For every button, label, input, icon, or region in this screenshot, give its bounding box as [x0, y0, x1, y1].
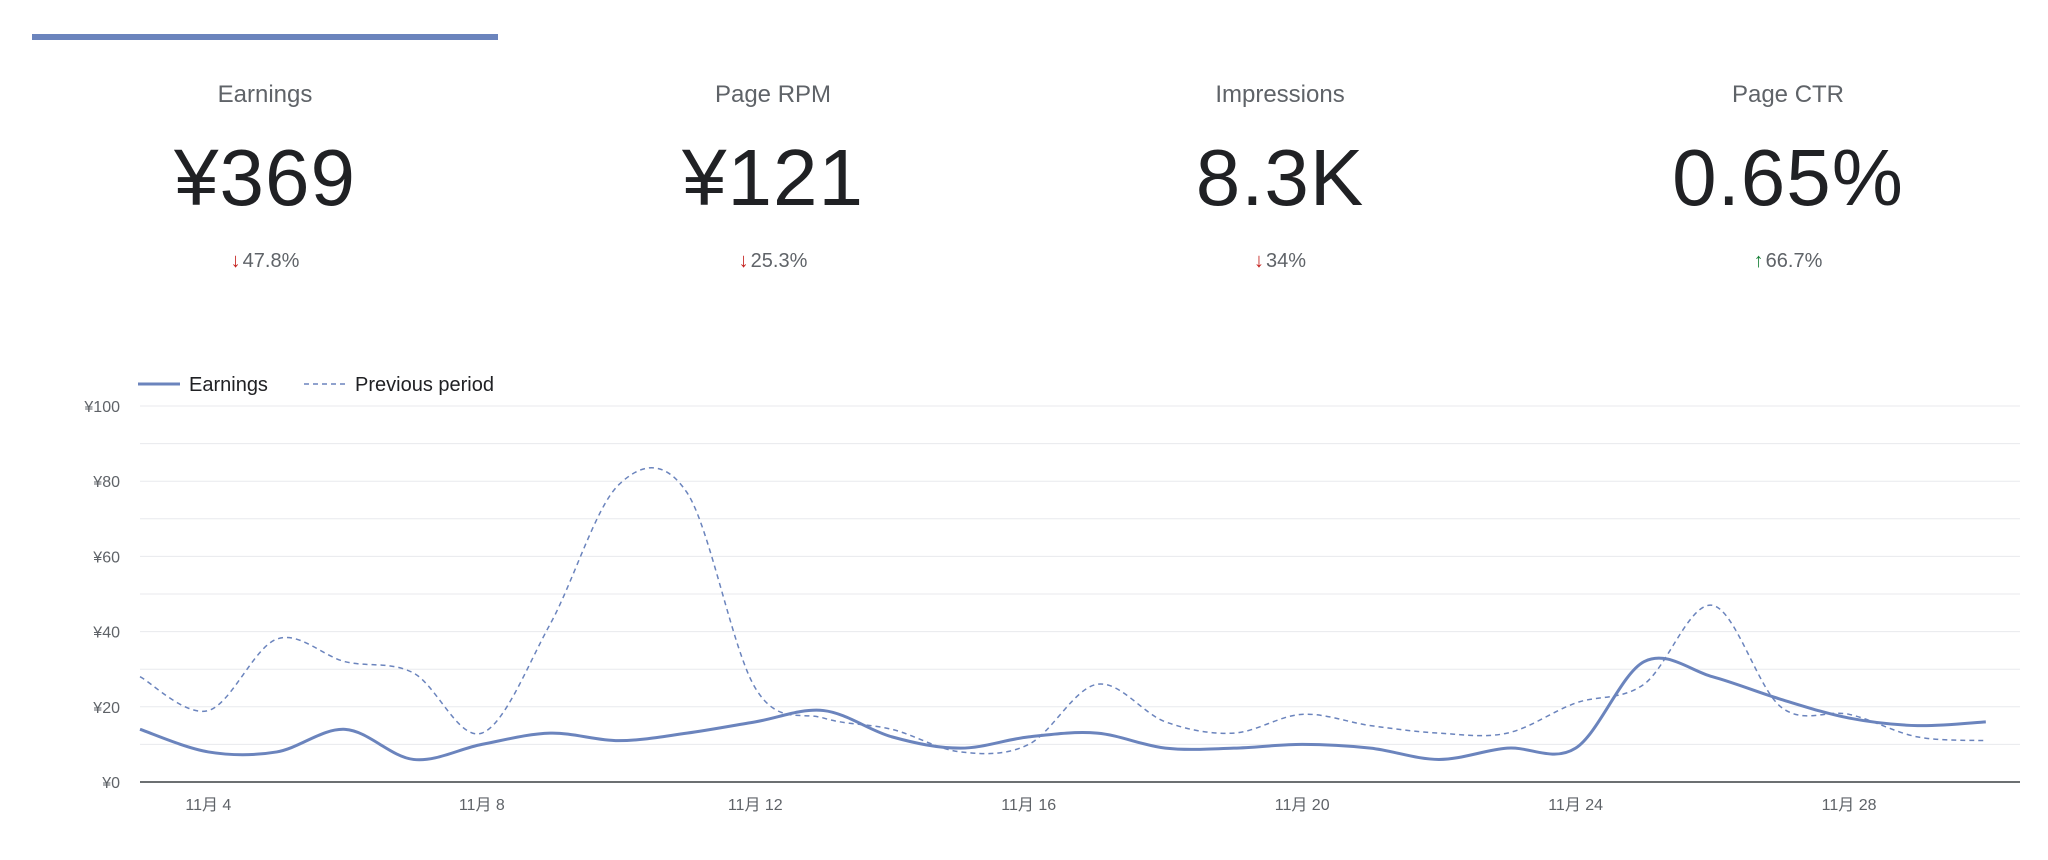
- chart-legend[interactable]: Earnings Previous period: [138, 374, 494, 396]
- metric-earnings[interactable]: Earnings ¥369 ↓ 47.8%: [65, 78, 465, 274]
- legend-label-previous-period: Previous period: [355, 374, 494, 396]
- metric-label: Earnings: [217, 81, 313, 108]
- x-tick-label: 11月 24: [1548, 797, 1603, 814]
- metric-change: ↓ 34%: [1080, 248, 1480, 274]
- metric-value: ¥121: [682, 133, 864, 222]
- x-tick-label: 11月 28: [1822, 797, 1877, 814]
- metric-label: Impressions: [1215, 81, 1345, 108]
- metric-page-rpm[interactable]: Page RPM ¥121 ↓ 25.3%: [573, 78, 973, 274]
- metric-value: ¥369: [174, 133, 356, 222]
- metric-label: Page CTR: [1731, 81, 1845, 108]
- change-value: 34%: [1265, 250, 1307, 272]
- change-value: 47.8%: [242, 250, 300, 272]
- metric-page-ctr[interactable]: Page CTR 0.65% ↑ 66.7%: [1588, 78, 1988, 274]
- x-axis: 11月 4 11月 8 11月 12 11月 16 11月 20 11月 24 11月 28: [185, 797, 1876, 814]
- y-tick-label: ¥40: [92, 625, 120, 642]
- metric-change: ↑ 66.7%: [1588, 248, 1988, 274]
- legend-label-earnings: Earnings: [189, 374, 268, 396]
- metric-change: ↓ 25.3%: [573, 248, 973, 274]
- previous-period-line: [139, 467, 1986, 755]
- earnings-line: [139, 656, 1986, 762]
- x-tick-label: 11月 20: [1275, 797, 1330, 814]
- arrow-down-icon: ↓: [1253, 250, 1264, 272]
- x-tick-label: 11月 12: [728, 797, 783, 814]
- chart-series: [139, 467, 1986, 762]
- metric-label: Page RPM: [714, 81, 832, 108]
- selected-tab-indicator: [32, 34, 498, 40]
- x-tick-label: 11月 4: [185, 797, 231, 814]
- change-value: 25.3%: [750, 250, 808, 272]
- metric-value: 8.3K: [1195, 133, 1365, 222]
- y-tick-label: ¥0: [101, 775, 120, 792]
- arrow-up-icon: ↑: [1753, 250, 1764, 272]
- metric-change: ↓ 47.8%: [65, 248, 465, 274]
- x-tick-label: 11月 16: [1001, 797, 1056, 814]
- y-tick-label: ¥20: [92, 700, 120, 717]
- y-axis: ¥0 ¥20 ¥40 ¥60 ¥80 ¥100: [83, 399, 120, 792]
- x-tick-label: 11月 8: [459, 797, 505, 814]
- metrics-row: Earnings ¥369 ↓ 47.8% Page RPM ¥121 ↓ 25.3…: [0, 0, 2048, 300]
- metric-impressions[interactable]: Impressions 8.3K ↓ 34%: [1080, 78, 1480, 274]
- arrow-down-icon: ↓: [738, 250, 749, 272]
- metric-value: 0.65%: [1672, 133, 1904, 222]
- change-value: 66.7%: [1765, 250, 1823, 272]
- y-tick-label: ¥60: [92, 549, 120, 566]
- chart-grid: [140, 405, 2020, 783]
- y-tick-label: ¥80: [92, 474, 120, 491]
- y-tick-label: ¥100: [83, 399, 120, 416]
- arrow-down-icon: ↓: [230, 250, 241, 272]
